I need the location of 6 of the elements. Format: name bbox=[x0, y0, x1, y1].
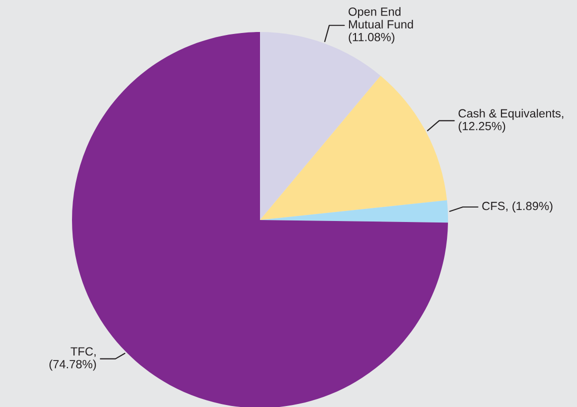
pie-slice bbox=[260, 76, 447, 220]
slice-label: TFC, (74.78%) bbox=[49, 347, 96, 371]
pie-slice bbox=[260, 200, 448, 223]
slice-label: CFS, (1.89%) bbox=[482, 201, 552, 212]
slice-label: Cash & Equivalents, (12.25%) bbox=[458, 108, 564, 133]
slice-label: Open End Mutual Fund (11.08%) bbox=[348, 7, 413, 44]
